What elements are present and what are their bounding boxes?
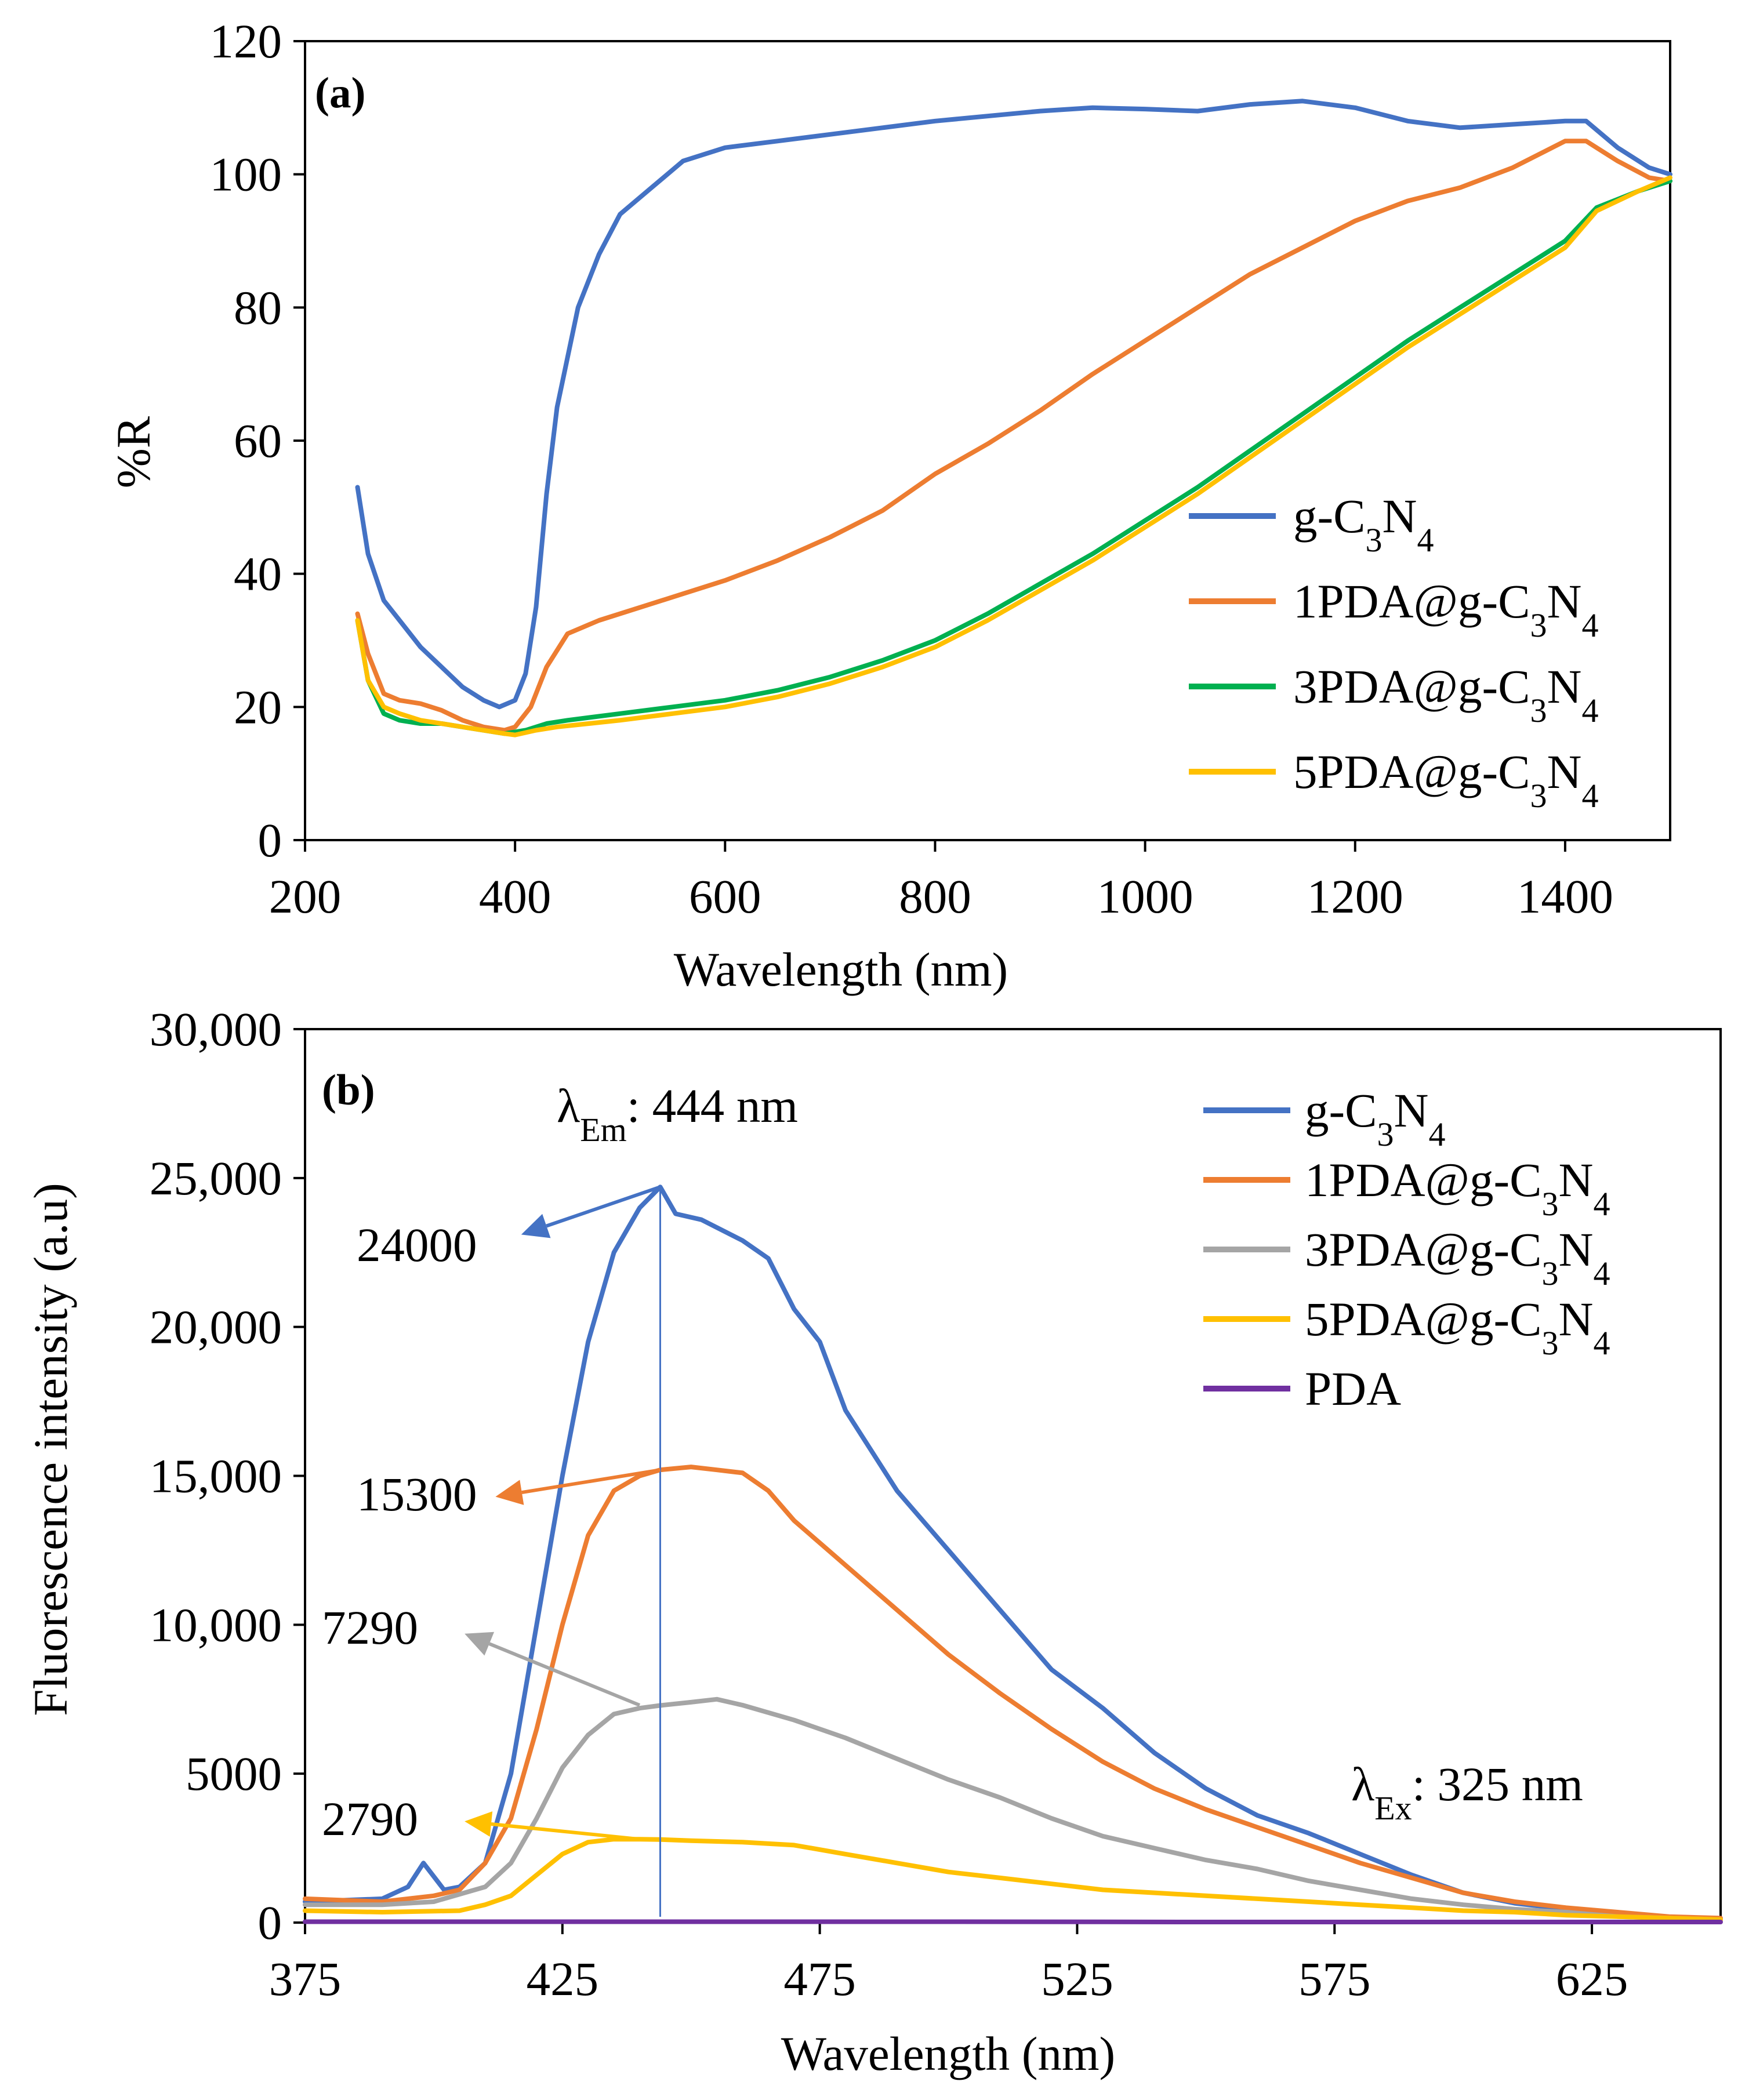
panel-a-y-tick-label: 120 [210,14,282,68]
panel-b-legend-label-g-c3n4: g-C3N4 [1305,1084,1445,1153]
panel-b-y-tick-label: 15,000 [150,1449,282,1503]
panel-a-y-tick-label: 0 [258,813,282,867]
panel-b-x-axis-title: Wavelength (nm) [781,2027,1115,2080]
panel-b-legend-label-5pda-at-g-c3n4: 5PDA@g-C3N4 [1305,1292,1610,1362]
excitation-wavelength-label: λEx: 325 nm [1351,1757,1583,1827]
panel-a-y-tick-label: 80 [234,281,282,334]
panel-a-x-axis-title: Wavelength (nm) [674,943,1008,996]
panel-a-x-tick-label: 600 [689,870,761,923]
peak-arrowhead-5pda-at-g-c3n4 [465,1811,493,1837]
panel-b-series-line-5pda-at-g-c3n4 [303,1837,1723,1922]
panel-a-x-ticks: 200 400 600 800 1000 1200 1400 [269,840,1613,923]
panel-a-x-tick-label: 1200 [1307,870,1403,923]
panel-b-x-tick-label: 425 [527,1952,599,2005]
panel-b-x-tick-label: 525 [1041,1952,1113,2005]
panel-b-legend: g-C3N41PDA@g-C3N43PDA@g-C3N45PDA@g-C3N4P… [1203,1084,1610,1415]
panel-a-y-tick-label: 100 [210,148,282,201]
panel-b-y-tick-label: 30,000 [150,1002,282,1056]
panel-a-legend-label-g-c3n4: g-C3N4 [1293,489,1434,559]
panel-a-series-line-5pda-at-g-c3n4 [355,175,1672,737]
panel-a-y-ticks: 0 20 40 60 80 100 120 [210,14,305,867]
panel-a-x-tick-label: 400 [479,870,551,923]
peak-value-label-3pda-at-g-c3n4: 7290 [322,1601,418,1654]
panel-b-y-ticks: 0 5000 10,000 15,000 20,000 25,000 30,000 [150,1002,305,1949]
panel-a-label: (a) [315,69,365,117]
panel-b-fluorescence-chart: 0 5000 10,000 15,000 20,000 25,000 30,000 375 4… [24,1002,1723,2080]
panel-a-x-tick-label: 800 [899,870,971,923]
panel-a-plot-frame [304,40,1671,841]
panel-b-x-tick-label: 475 [783,1952,856,2005]
panel-b-legend-label-3pda-at-g-c3n4: 3PDA@g-C3N4 [1305,1223,1610,1292]
peak-value-label-g-c3n4: 24000 [357,1218,477,1271]
panel-a-x-tick-label: 1400 [1517,870,1613,923]
panel-a-legend-label-1pda-at-g-c3n4: 1PDA@g-C3N4 [1293,575,1598,644]
peak-arrow-1pda-at-g-c3n4 [521,1468,661,1495]
panel-b-legend-label-pda: PDA [1305,1362,1401,1415]
panel-a-y-tick-label: 60 [234,414,282,467]
panel-b-series-line-1pda-at-g-c3n4 [303,1465,1723,1921]
panel-b-x-ticks: 375 425 475 525 575 625 [269,1923,1628,2005]
panel-b-label: (b) [322,1066,375,1114]
emission-wavelength-label: λEm: 444 nm [557,1079,798,1149]
panel-b-x-tick-label: 575 [1298,1952,1371,2005]
panel-b-y-tick-label: 0 [258,1896,282,1949]
peak-arrowhead-1pda-at-g-c3n4 [495,1480,524,1505]
panel-b-y-axis-title: Fluorescence intensity (a.u) [24,1183,77,1716]
panel-b-y-tick-label: 20,000 [150,1300,282,1354]
panel-b-annotations: λEm: 444 nm λEx: 325 nm 24000 15300 7290 2790 [322,1079,1583,1917]
panel-b-series-line-g-c3n4 [303,1185,1723,1922]
panel-b-x-tick-label: 375 [269,1952,342,2005]
peak-value-label-5pda-at-g-c3n4: 2790 [322,1792,418,1845]
panel-a-series [355,99,1672,737]
peak-arrow-g-c3n4 [546,1185,661,1228]
panel-b-y-tick-label: 25,000 [150,1151,282,1205]
panel-b-y-tick-label: 10,000 [150,1598,282,1651]
peak-arrowhead-g-c3n4 [521,1214,551,1238]
panel-a-y-tick-label: 20 [234,680,282,733]
panel-a-legend-label-5pda-at-g-c3n4: 5PDA@g-C3N4 [1293,745,1598,815]
panel-b-series-line-pda [303,1919,1723,1924]
peak-arrowhead-3pda-at-g-c3n4 [465,1632,495,1656]
panel-a-y-tick-label: 40 [234,547,282,601]
peak-arrow-3pda-at-g-c3n4 [488,1642,641,1707]
panel-b-series [303,1185,1723,1924]
panel-b-y-tick-label: 5000 [186,1747,282,1800]
panel-a-legend-label-3pda-at-g-c3n4: 3PDA@g-C3N4 [1293,660,1598,729]
panel-a-legend: g-C3N4 1PDA@g-C3N4 3PDA@g-C3N4 5PDA@g-C3N4 [1189,489,1598,815]
panel-a-series-line-1pda-at-g-c3n4 [355,139,1672,733]
panel-b-x-tick-label: 625 [1556,1952,1628,2005]
panel-a-series-line-g-c3n4 [355,99,1672,710]
peak-arrow-5pda-at-g-c3n4 [491,1822,640,1841]
panel-a-x-tick-label: 1000 [1097,870,1193,923]
panel-b-series-line-3pda-at-g-c3n4 [303,1696,1723,1922]
panel-a-y-axis-title: %R [107,416,160,488]
panel-a-x-tick-label: 200 [269,870,342,923]
panel-b-legend-label-1pda-at-g-c3n4: 1PDA@g-C3N4 [1305,1153,1610,1223]
peak-value-label-1pda-at-g-c3n4: 15300 [357,1467,477,1521]
panel-a-reflectance-chart: 0 20 40 60 80 100 120 200 400 600 800 1000 1200 1400… [107,14,1672,996]
